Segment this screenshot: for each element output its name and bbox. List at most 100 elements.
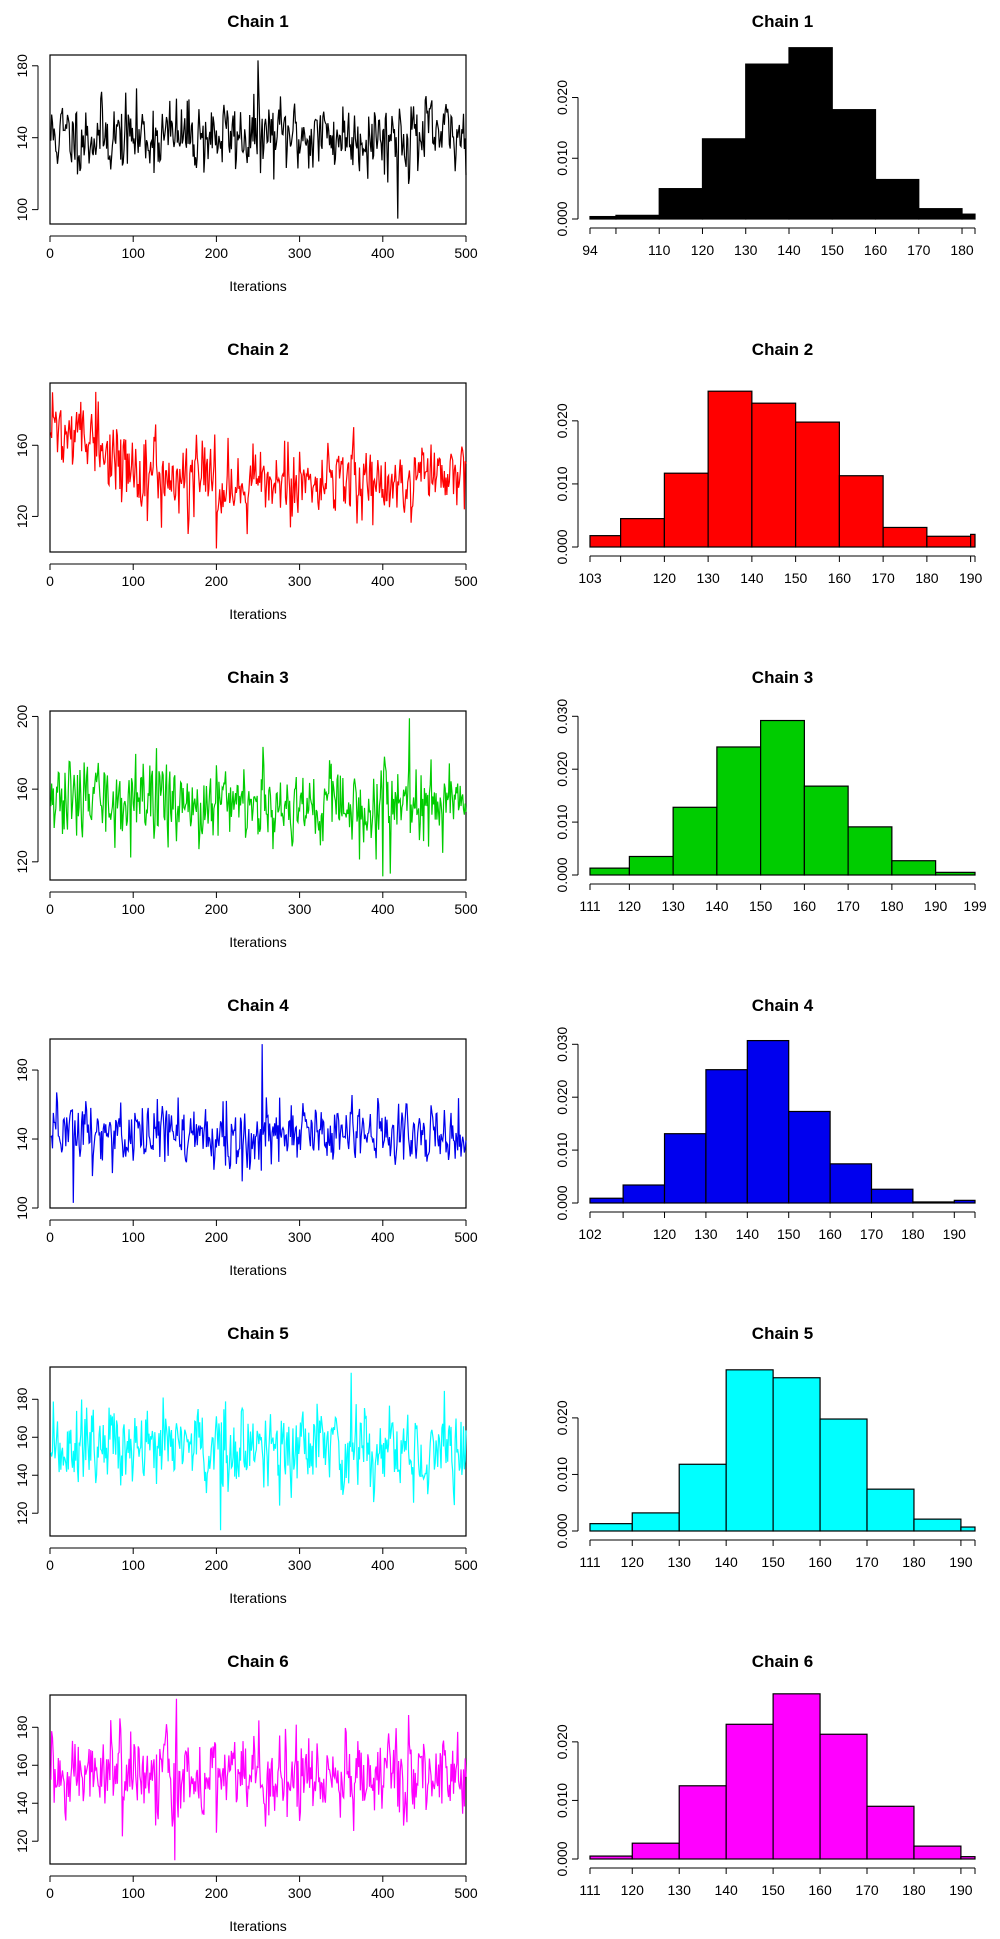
x-tick-label: 300: [288, 573, 312, 589]
histogram-bar: [760, 719, 805, 876]
x-tick-label: 170: [855, 1554, 879, 1570]
y-tick-label: 0.000: [554, 1513, 570, 1548]
x-tick-label: 400: [371, 901, 395, 917]
y-tick-label: 160: [14, 777, 30, 801]
chart-title: Chain 5: [752, 1324, 813, 1343]
chart-title: Chain 4: [227, 996, 289, 1015]
trace-plot-1: Chain 1 0 100 200 300 400 500 Iterations 100 140 1…: [14, 12, 478, 294]
histogram-6: Chain 6 111 120 130 140 150 160 170 180 190 0.000 0…: [554, 1652, 976, 1898]
plot-frame: [49, 382, 467, 553]
y-tick-label: 0.000: [554, 1841, 570, 1876]
y-tick-label: 0.010: [554, 1457, 570, 1492]
histogram-bar: [953, 1199, 976, 1204]
histogram-bar: [838, 475, 884, 548]
y-tick-label: 160: [14, 1425, 30, 1449]
x-tick-label: 130: [694, 1226, 718, 1242]
chart-title: Chain 6: [227, 1652, 288, 1671]
x-tick-label: 180: [902, 1554, 926, 1570]
x-tick-label: 0: [46, 245, 54, 261]
histogram-bar: [589, 1197, 624, 1204]
histogram-bar: [751, 402, 797, 548]
x-axis-label: Iterations: [229, 1590, 287, 1606]
x-tick-label: 150: [784, 570, 808, 586]
trace-line: [50, 60, 467, 219]
y-tick-label: 0.020: [554, 1079, 570, 1114]
y-tick-label: 0.010: [554, 804, 570, 839]
y-tick-label: 180: [14, 54, 30, 78]
histogram-bar: [589, 1855, 633, 1860]
x-tick-label: 120: [653, 1226, 677, 1242]
histogram-bar: [819, 1418, 868, 1532]
plot-frame: [49, 1694, 467, 1865]
plot-frame: [49, 1366, 467, 1537]
x-tick-label: 200: [205, 245, 229, 261]
x-tick-label: 102: [578, 1226, 602, 1242]
y-tick-label: 0.010: [554, 1132, 570, 1167]
x-tick-label: 130: [668, 1882, 692, 1898]
x-tick-label: 130: [734, 242, 758, 258]
x-tick-label: 400: [371, 1229, 395, 1245]
y-tick-label: 0.020: [554, 403, 570, 438]
x-tick-label: 190: [924, 898, 948, 914]
x-tick-label: 120: [621, 1554, 645, 1570]
trace-line: [50, 1698, 467, 1861]
x-axis-label: Iterations: [229, 1262, 287, 1278]
x-tick-label: 103: [578, 570, 602, 586]
histogram-bar: [803, 785, 849, 876]
histogram-bar: [819, 1733, 868, 1860]
histogram-bar: [891, 860, 937, 876]
x-tick-label: 160: [808, 1554, 832, 1570]
plot-frame: [49, 710, 467, 881]
histogram-bar: [589, 867, 630, 876]
y-tick-label: 0.020: [554, 1400, 570, 1435]
x-tick-label: 111: [579, 1882, 600, 1898]
x-tick-label: 0: [46, 1885, 54, 1901]
histogram-bar: [960, 1526, 976, 1532]
x-tick-label: 200: [205, 573, 229, 589]
y-tick-label: 0.020: [554, 80, 570, 115]
x-axis-label: Iterations: [229, 934, 287, 950]
x-tick-label: 120: [653, 570, 677, 586]
x-tick-label: 130: [668, 1554, 692, 1570]
trace-line: [50, 1372, 467, 1531]
histogram-bar: [961, 213, 976, 220]
x-tick-label: 120: [691, 242, 715, 258]
x-tick-label: 400: [371, 245, 395, 261]
x-tick-label: 199: [963, 898, 987, 914]
x-tick-label: 100: [122, 1885, 146, 1901]
histogram-bar: [663, 1133, 707, 1204]
chart-title: Chain 3: [227, 668, 288, 687]
histogram-bar: [620, 518, 665, 548]
histogram-bar: [628, 855, 674, 876]
histogram-4: Chain 4 102 120 130 140 150 160 170 180 190 0.000 0…: [554, 996, 976, 1242]
histogram-bar: [772, 1693, 821, 1860]
y-tick-label: 160: [14, 433, 30, 457]
y-tick-label: 0.010: [554, 1783, 570, 1818]
x-tick-label: 170: [860, 1226, 884, 1242]
x-tick-label: 190: [943, 1226, 967, 1242]
x-tick-label: 140: [777, 242, 801, 258]
histogram-bar: [970, 533, 976, 548]
histogram-bar: [707, 390, 753, 548]
x-tick-label: 190: [949, 1554, 973, 1570]
histogram-bar: [935, 871, 976, 876]
x-tick-label: 170: [836, 898, 860, 914]
x-tick-label: 500: [454, 1229, 478, 1245]
trace-line: [50, 391, 467, 549]
histogram-bar: [678, 1463, 727, 1532]
x-tick-label: 170: [871, 570, 895, 586]
histogram-bar: [725, 1723, 774, 1860]
chart-title: Chain 5: [227, 1324, 288, 1343]
histogram-bar: [866, 1488, 915, 1532]
y-tick-label: 0.000: [554, 529, 570, 564]
x-tick-label: 180: [902, 1882, 926, 1898]
x-tick-label: 100: [122, 573, 146, 589]
x-tick-label: 160: [793, 898, 817, 914]
x-tick-label: 300: [288, 901, 312, 917]
y-tick-label: 180: [14, 1058, 30, 1082]
x-tick-label: 150: [821, 242, 845, 258]
histogram-bar: [716, 746, 762, 876]
x-tick-label: 190: [959, 570, 983, 586]
histogram-bar: [701, 138, 747, 220]
